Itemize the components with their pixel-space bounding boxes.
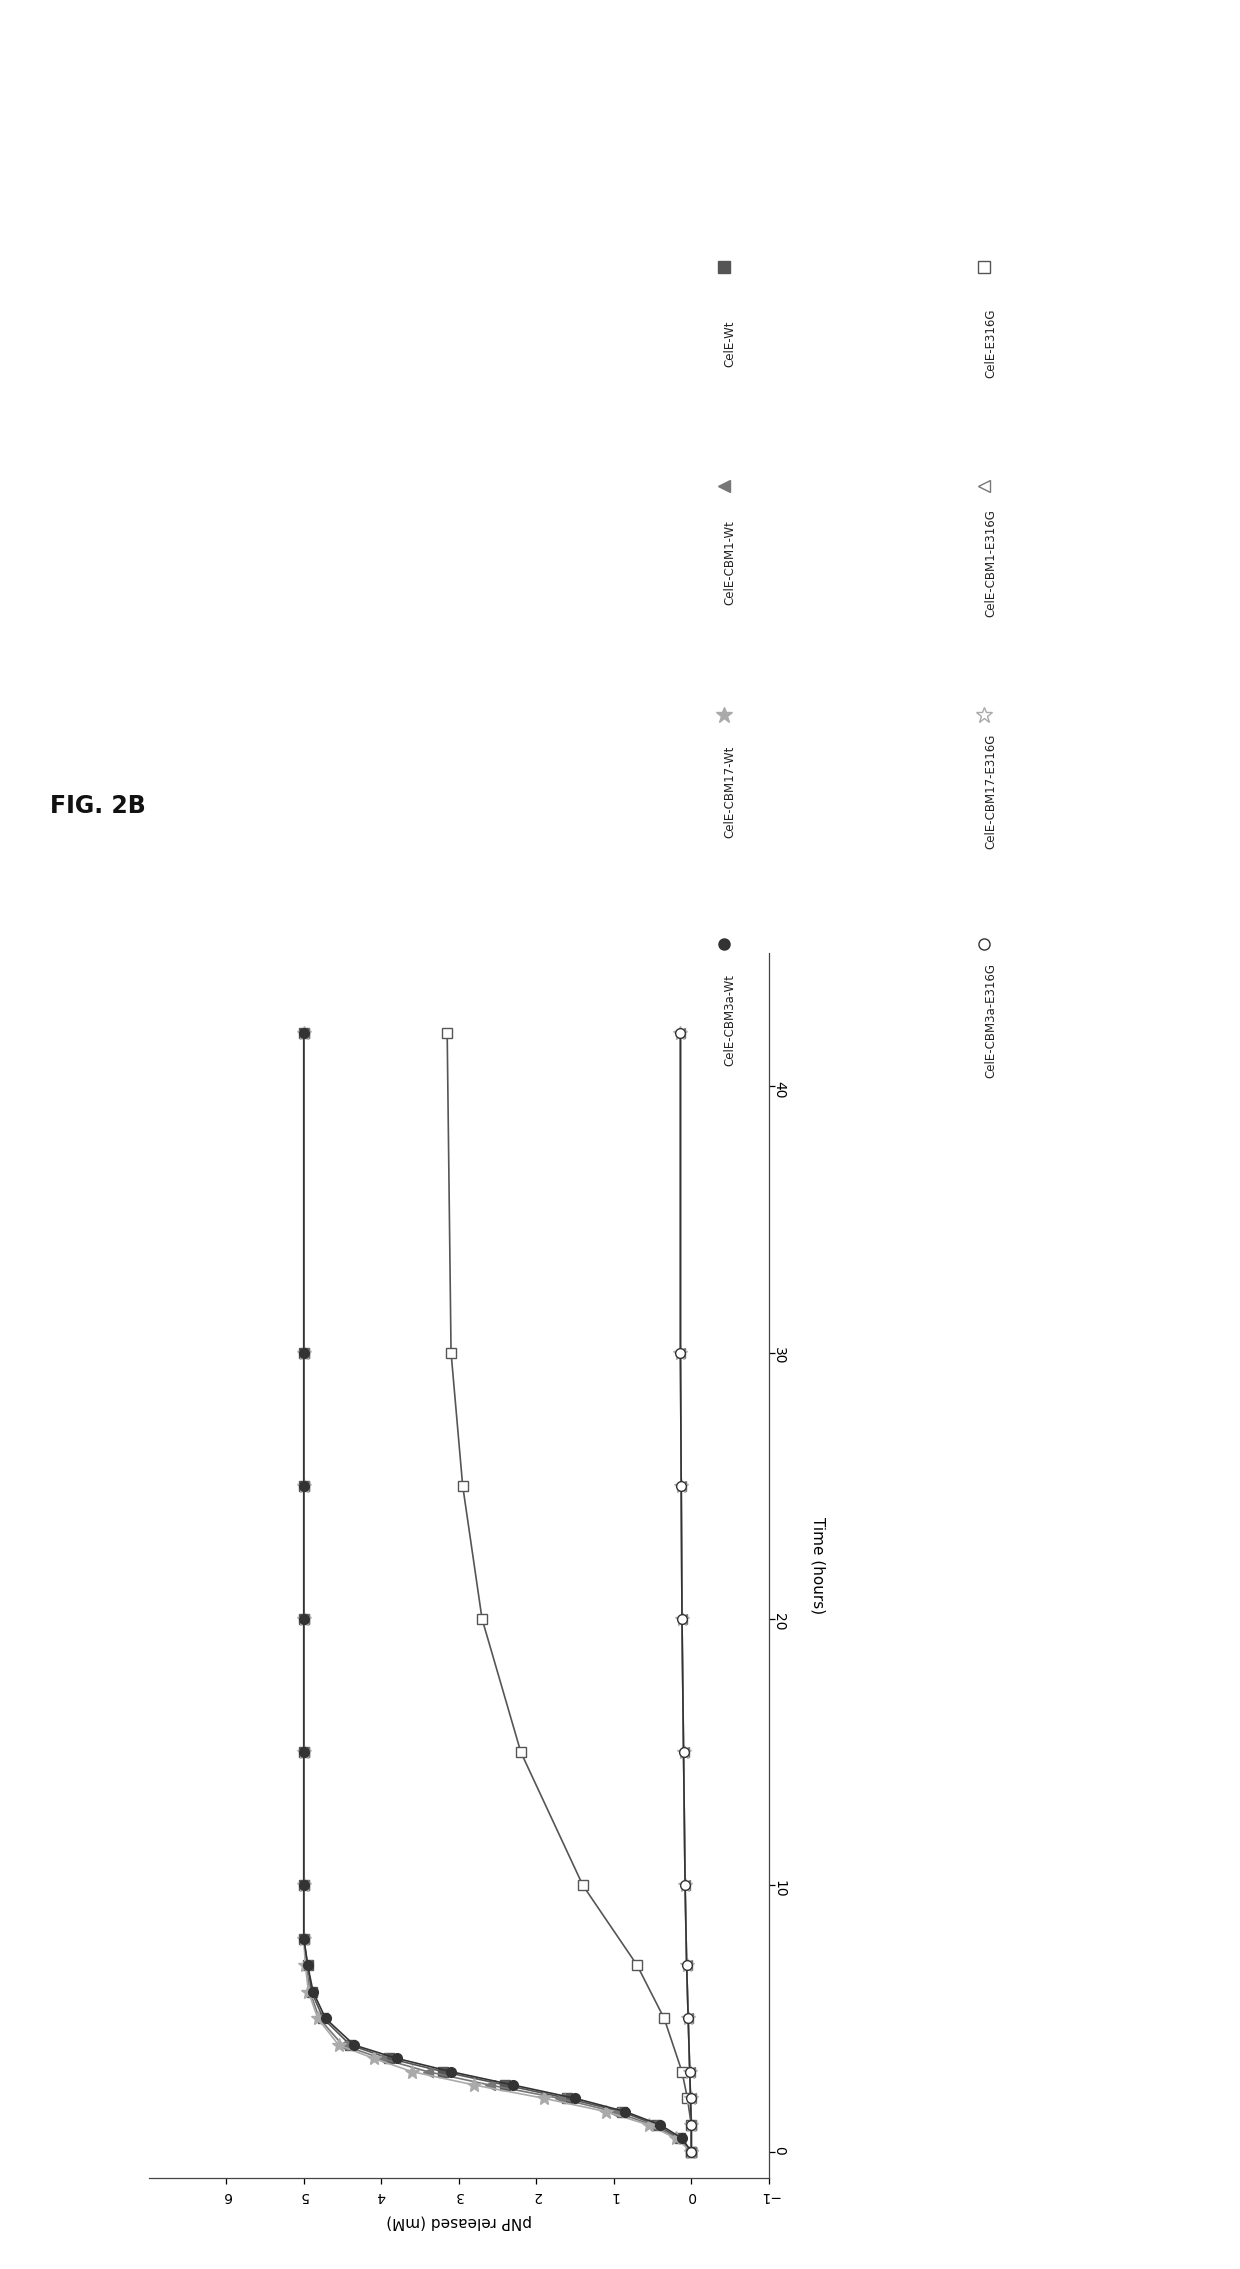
Text: CelE-CBM17-E316G: CelE-CBM17-E316G	[985, 733, 997, 849]
Text: CelE-CBM3a-E316G: CelE-CBM3a-E316G	[985, 962, 997, 1078]
X-axis label: pNP released (mM): pNP released (mM)	[386, 2215, 532, 2228]
Text: CelE-E316G: CelE-E316G	[985, 309, 997, 379]
Text: CelE-CBM1-E316G: CelE-CBM1-E316G	[985, 508, 997, 617]
Text: CelE-CBM17-Wt: CelE-CBM17-Wt	[724, 744, 737, 837]
Text: Time (hours): Time (hours)	[811, 1518, 826, 1613]
Text: CelE-Wt: CelE-Wt	[724, 320, 737, 368]
Text: CelE-CBM3a-Wt: CelE-CBM3a-Wt	[724, 973, 737, 1066]
Text: FIG. 2B: FIG. 2B	[50, 794, 145, 819]
Text: CelE-CBM1-Wt: CelE-CBM1-Wt	[724, 520, 737, 606]
